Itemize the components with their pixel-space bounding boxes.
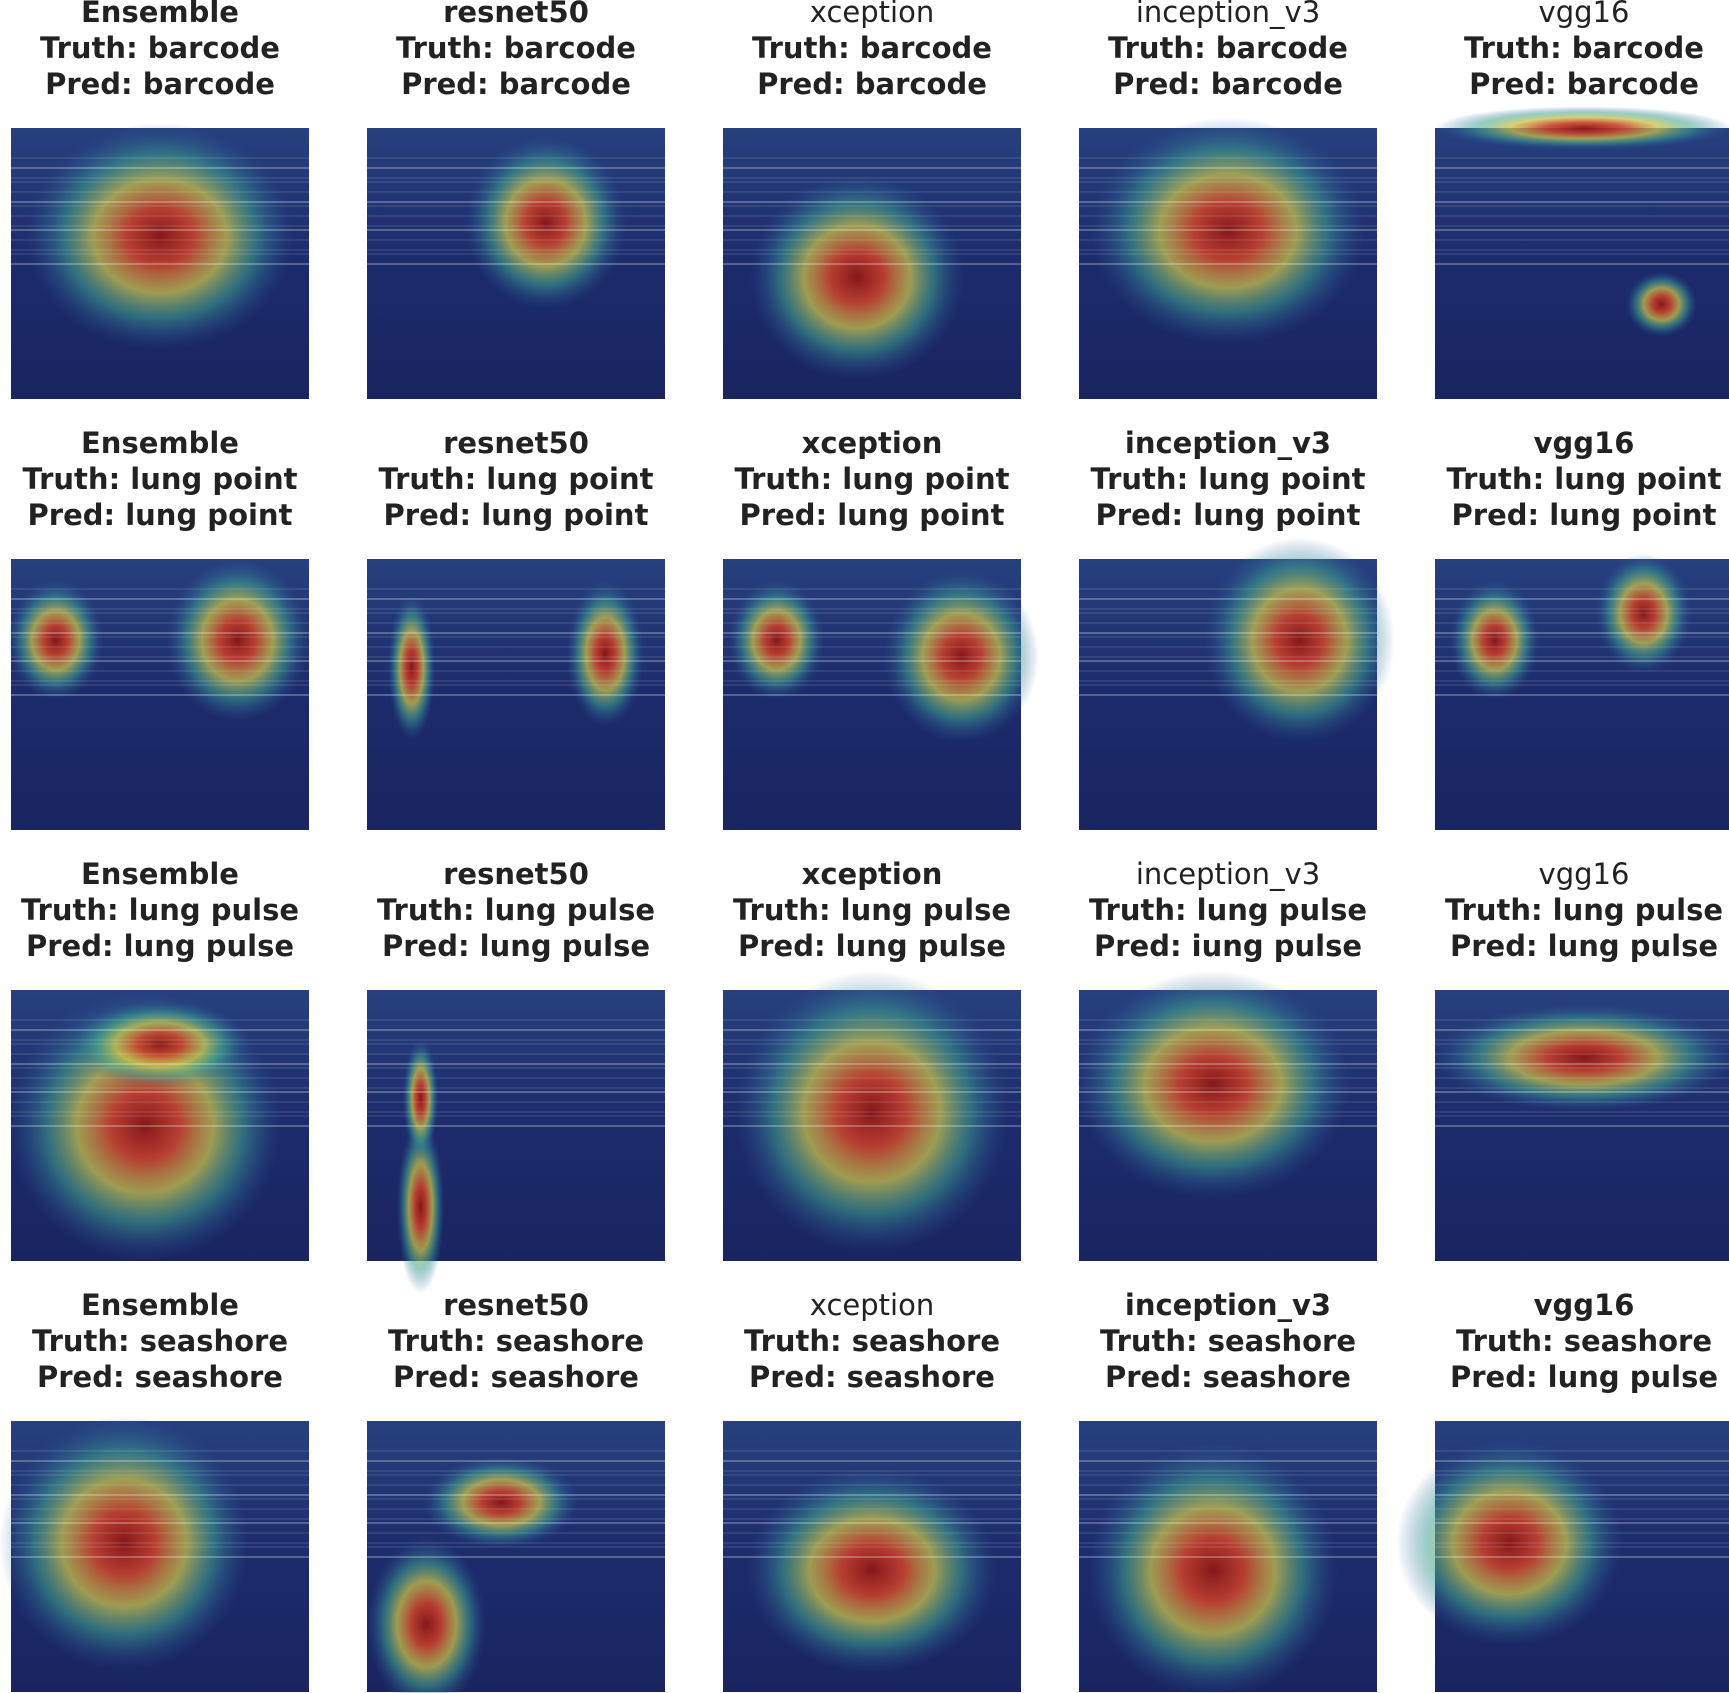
pred-label: Pred: barcode [401, 67, 631, 101]
model-name: resnet50 [443, 0, 589, 29]
truth-label: Truth: lung pulse [1445, 893, 1723, 927]
pred-label: Pred: seashore [1105, 1360, 1351, 1394]
truth-label: Truth: lung point [379, 462, 654, 496]
model-name: inception_v3 [1136, 857, 1320, 891]
model-name: Ensemble [81, 0, 239, 29]
heat-spot [26, 123, 294, 351]
model-name: vgg16 [1539, 0, 1630, 29]
model-name: resnet50 [443, 1288, 589, 1322]
heat-spot [750, 174, 965, 380]
heat-spot [388, 594, 436, 740]
heat-spot [1626, 272, 1698, 337]
truth-label: Truth: seashore [744, 1324, 1000, 1358]
pred-label: Pred: seashore [393, 1360, 639, 1394]
truth-label: Truth: barcode [396, 31, 636, 65]
heat-spot [747, 1467, 997, 1673]
pred-label: Pred: seashore [37, 1360, 283, 1394]
pred-label: Pred: lung point [1452, 498, 1717, 532]
pred-label: Pred: lung pulse [1450, 1360, 1718, 1394]
truth-label: Truth: barcode [1108, 31, 1348, 65]
pred-label: Pred: iung pulse [1094, 929, 1362, 963]
heat-spot [1076, 971, 1350, 1199]
truth-label: Truth: seashore [1456, 1324, 1712, 1358]
model-name: inception_v3 [1136, 0, 1320, 29]
pred-label: Pred: lung point [1096, 498, 1361, 532]
heatmap-grid: EnsembleTruth: barcodePred: barcoderesne… [0, 0, 1729, 1693]
heat-spot [567, 581, 644, 727]
model-name: xception [810, 0, 934, 29]
model-name: resnet50 [443, 426, 589, 460]
truth-label: Truth: lung pulse [377, 893, 655, 927]
truth-label: Truth: lung point [1447, 462, 1722, 496]
heat-spot [465, 136, 626, 309]
heat-spot [1435, 106, 1729, 149]
heat-spot [424, 1456, 579, 1548]
truth-label: Truth: lung point [1091, 462, 1366, 496]
heat-spot [166, 559, 309, 722]
pred-label: Pred: barcode [45, 67, 275, 101]
model-name: xception [802, 857, 943, 891]
pred-label: Pred: barcode [1469, 67, 1699, 101]
pred-label: Pred: seashore [749, 1360, 995, 1394]
page: EnsembleTruth: barcodePred: barcoderesne… [0, 0, 1729, 1693]
heat-spot [1088, 1443, 1338, 1693]
model-name: inception_v3 [1125, 426, 1331, 460]
truth-label: Truth: barcode [752, 31, 992, 65]
model-name: xception [810, 1288, 934, 1322]
heat-spot [403, 1039, 439, 1158]
truth-label: Truth: seashore [388, 1324, 644, 1358]
model-name: vgg16 [1539, 857, 1630, 891]
model-name: xception [802, 426, 943, 460]
model-name: inception_v3 [1125, 1288, 1331, 1322]
truth-label: Truth: seashore [1100, 1324, 1356, 1358]
truth-label: Truth: seashore [32, 1324, 288, 1358]
truth-label: Truth: barcode [40, 31, 280, 65]
pred-label: Pred: lung pulse [738, 929, 1006, 963]
pred-label: Pred: lung point [740, 498, 1005, 532]
model-name: vgg16 [1534, 1288, 1635, 1322]
pred-label: Pred: lung pulse [1450, 929, 1718, 963]
pred-label: Pred: lung pulse [382, 929, 650, 963]
pred-label: Pred: lung point [384, 498, 649, 532]
model-name: resnet50 [443, 857, 589, 891]
heat-spot [1204, 537, 1395, 743]
truth-label: Truth: lung pulse [21, 893, 299, 927]
truth-label: Truth: lung pulse [733, 893, 1011, 927]
model-name: Ensemble [81, 857, 239, 891]
model-name: Ensemble [81, 426, 239, 460]
truth-label: Truth: lung point [23, 462, 298, 496]
truth-label: Truth: lung pulse [1089, 893, 1367, 927]
truth-label: Truth: lung point [735, 462, 1010, 496]
pred-label: Pred: barcode [1113, 67, 1343, 101]
model-name: Ensemble [81, 1288, 239, 1322]
heat-spot [1091, 117, 1365, 345]
pred-label: Pred: lung point [28, 498, 293, 532]
model-name: vgg16 [1534, 426, 1635, 460]
truth-label: Truth: barcode [1464, 31, 1704, 65]
pred-label: Pred: barcode [757, 67, 987, 101]
pred-label: Pred: lung pulse [26, 929, 294, 963]
